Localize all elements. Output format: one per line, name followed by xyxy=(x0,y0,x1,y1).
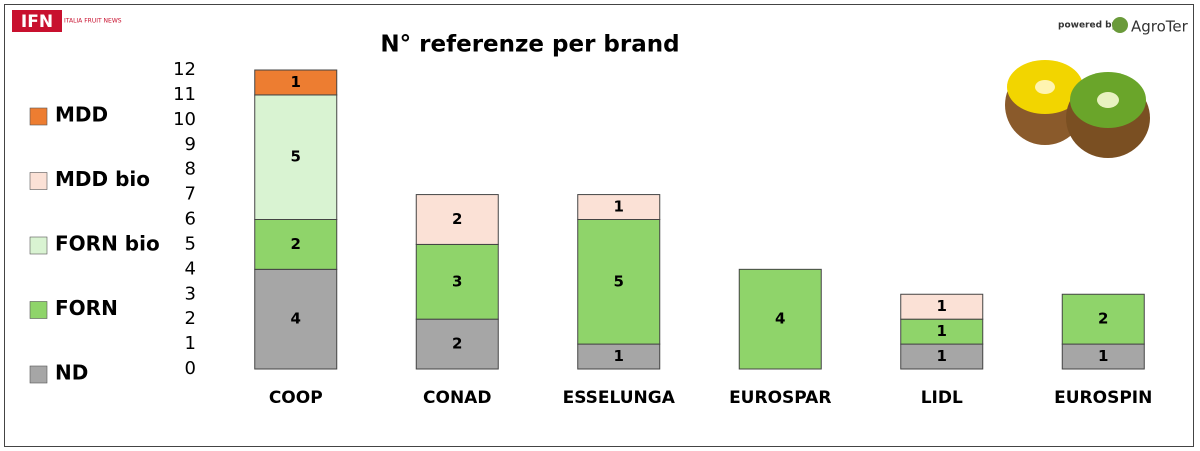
y-tick-label: 1 xyxy=(185,333,196,354)
bar-segment xyxy=(254,268,338,370)
data-label: 2 xyxy=(452,335,462,353)
data-label: 1 xyxy=(937,347,947,365)
logo-box xyxy=(12,10,62,32)
bar-segment xyxy=(415,194,499,245)
bar-segment xyxy=(577,194,661,220)
legend-swatch xyxy=(29,172,48,190)
data-label: 5 xyxy=(291,148,301,166)
legend-label: MDD xyxy=(55,103,108,127)
bar-segment xyxy=(577,343,661,370)
x-tick-label: CONAD xyxy=(423,388,491,408)
legend-swatch xyxy=(29,236,48,255)
y-tick-label: 2 xyxy=(185,308,196,329)
y-tick-label: 3 xyxy=(185,283,196,304)
y-tick-label: 10 xyxy=(173,109,196,130)
powered-by: powered by xyxy=(1058,21,1118,31)
bar-segment xyxy=(1061,343,1145,370)
y-tick-label: 6 xyxy=(185,209,196,230)
bar-segment xyxy=(254,69,338,96)
data-label: 5 xyxy=(614,272,624,290)
y-tick-label: 8 xyxy=(185,159,196,180)
data-label: 1 xyxy=(937,322,947,340)
y-tick-label: 7 xyxy=(185,184,196,205)
legend-label: FORN bio xyxy=(55,232,160,256)
bar-segment xyxy=(900,293,984,320)
x-tick-label: ESSELUNGA xyxy=(563,388,676,408)
data-label: 2 xyxy=(1098,310,1108,328)
logo-subtitle: ITALIA FRUIT NEWS xyxy=(64,18,122,25)
data-label: 1 xyxy=(291,73,301,91)
x-tick-label: EUROSPIN xyxy=(1054,388,1152,408)
data-label: 2 xyxy=(452,210,462,228)
y-tick-label: 5 xyxy=(185,233,196,254)
sponsor: AgroTer xyxy=(1131,18,1189,36)
kiwi-illustration xyxy=(1005,60,1150,158)
bar-segment xyxy=(577,219,661,345)
x-tick-label: LIDL xyxy=(921,388,963,408)
y-tick-label: 11 xyxy=(173,84,196,105)
sponsor-icon xyxy=(1112,17,1128,33)
data-label: 4 xyxy=(775,310,785,328)
legend-swatch xyxy=(29,301,48,319)
bar-segment xyxy=(415,318,499,370)
data-label: 1 xyxy=(937,297,947,315)
data-label: 3 xyxy=(452,272,462,290)
data-label: 1 xyxy=(614,347,624,365)
bar-segment xyxy=(738,268,822,370)
bar-segment xyxy=(254,219,338,270)
chart-title: N° referenze per brand xyxy=(380,32,679,58)
bar-segment xyxy=(1061,293,1145,345)
y-tick-label: 4 xyxy=(185,258,196,279)
legend-label: MDD bio xyxy=(55,167,150,191)
bar-segment xyxy=(415,243,499,320)
data-label: 4 xyxy=(291,310,301,328)
legend-label: FORN xyxy=(55,296,118,320)
y-tick-label: 9 xyxy=(185,134,196,155)
data-label: 1 xyxy=(614,198,624,216)
bar-segment xyxy=(254,94,338,220)
legend-label: ND xyxy=(55,361,88,385)
legend-swatch xyxy=(29,107,48,126)
data-label: 1 xyxy=(1098,347,1108,365)
y-tick-label: 0 xyxy=(185,358,196,379)
logo: IFN xyxy=(21,12,53,32)
legend-swatch xyxy=(29,365,48,384)
bar-segment xyxy=(900,343,984,370)
y-tick-label: 12 xyxy=(173,59,196,80)
x-tick-label: COOP xyxy=(269,388,323,408)
bar-segment xyxy=(900,318,984,345)
x-tick-label: EUROSPAR xyxy=(729,388,831,408)
data-label: 2 xyxy=(291,235,301,253)
